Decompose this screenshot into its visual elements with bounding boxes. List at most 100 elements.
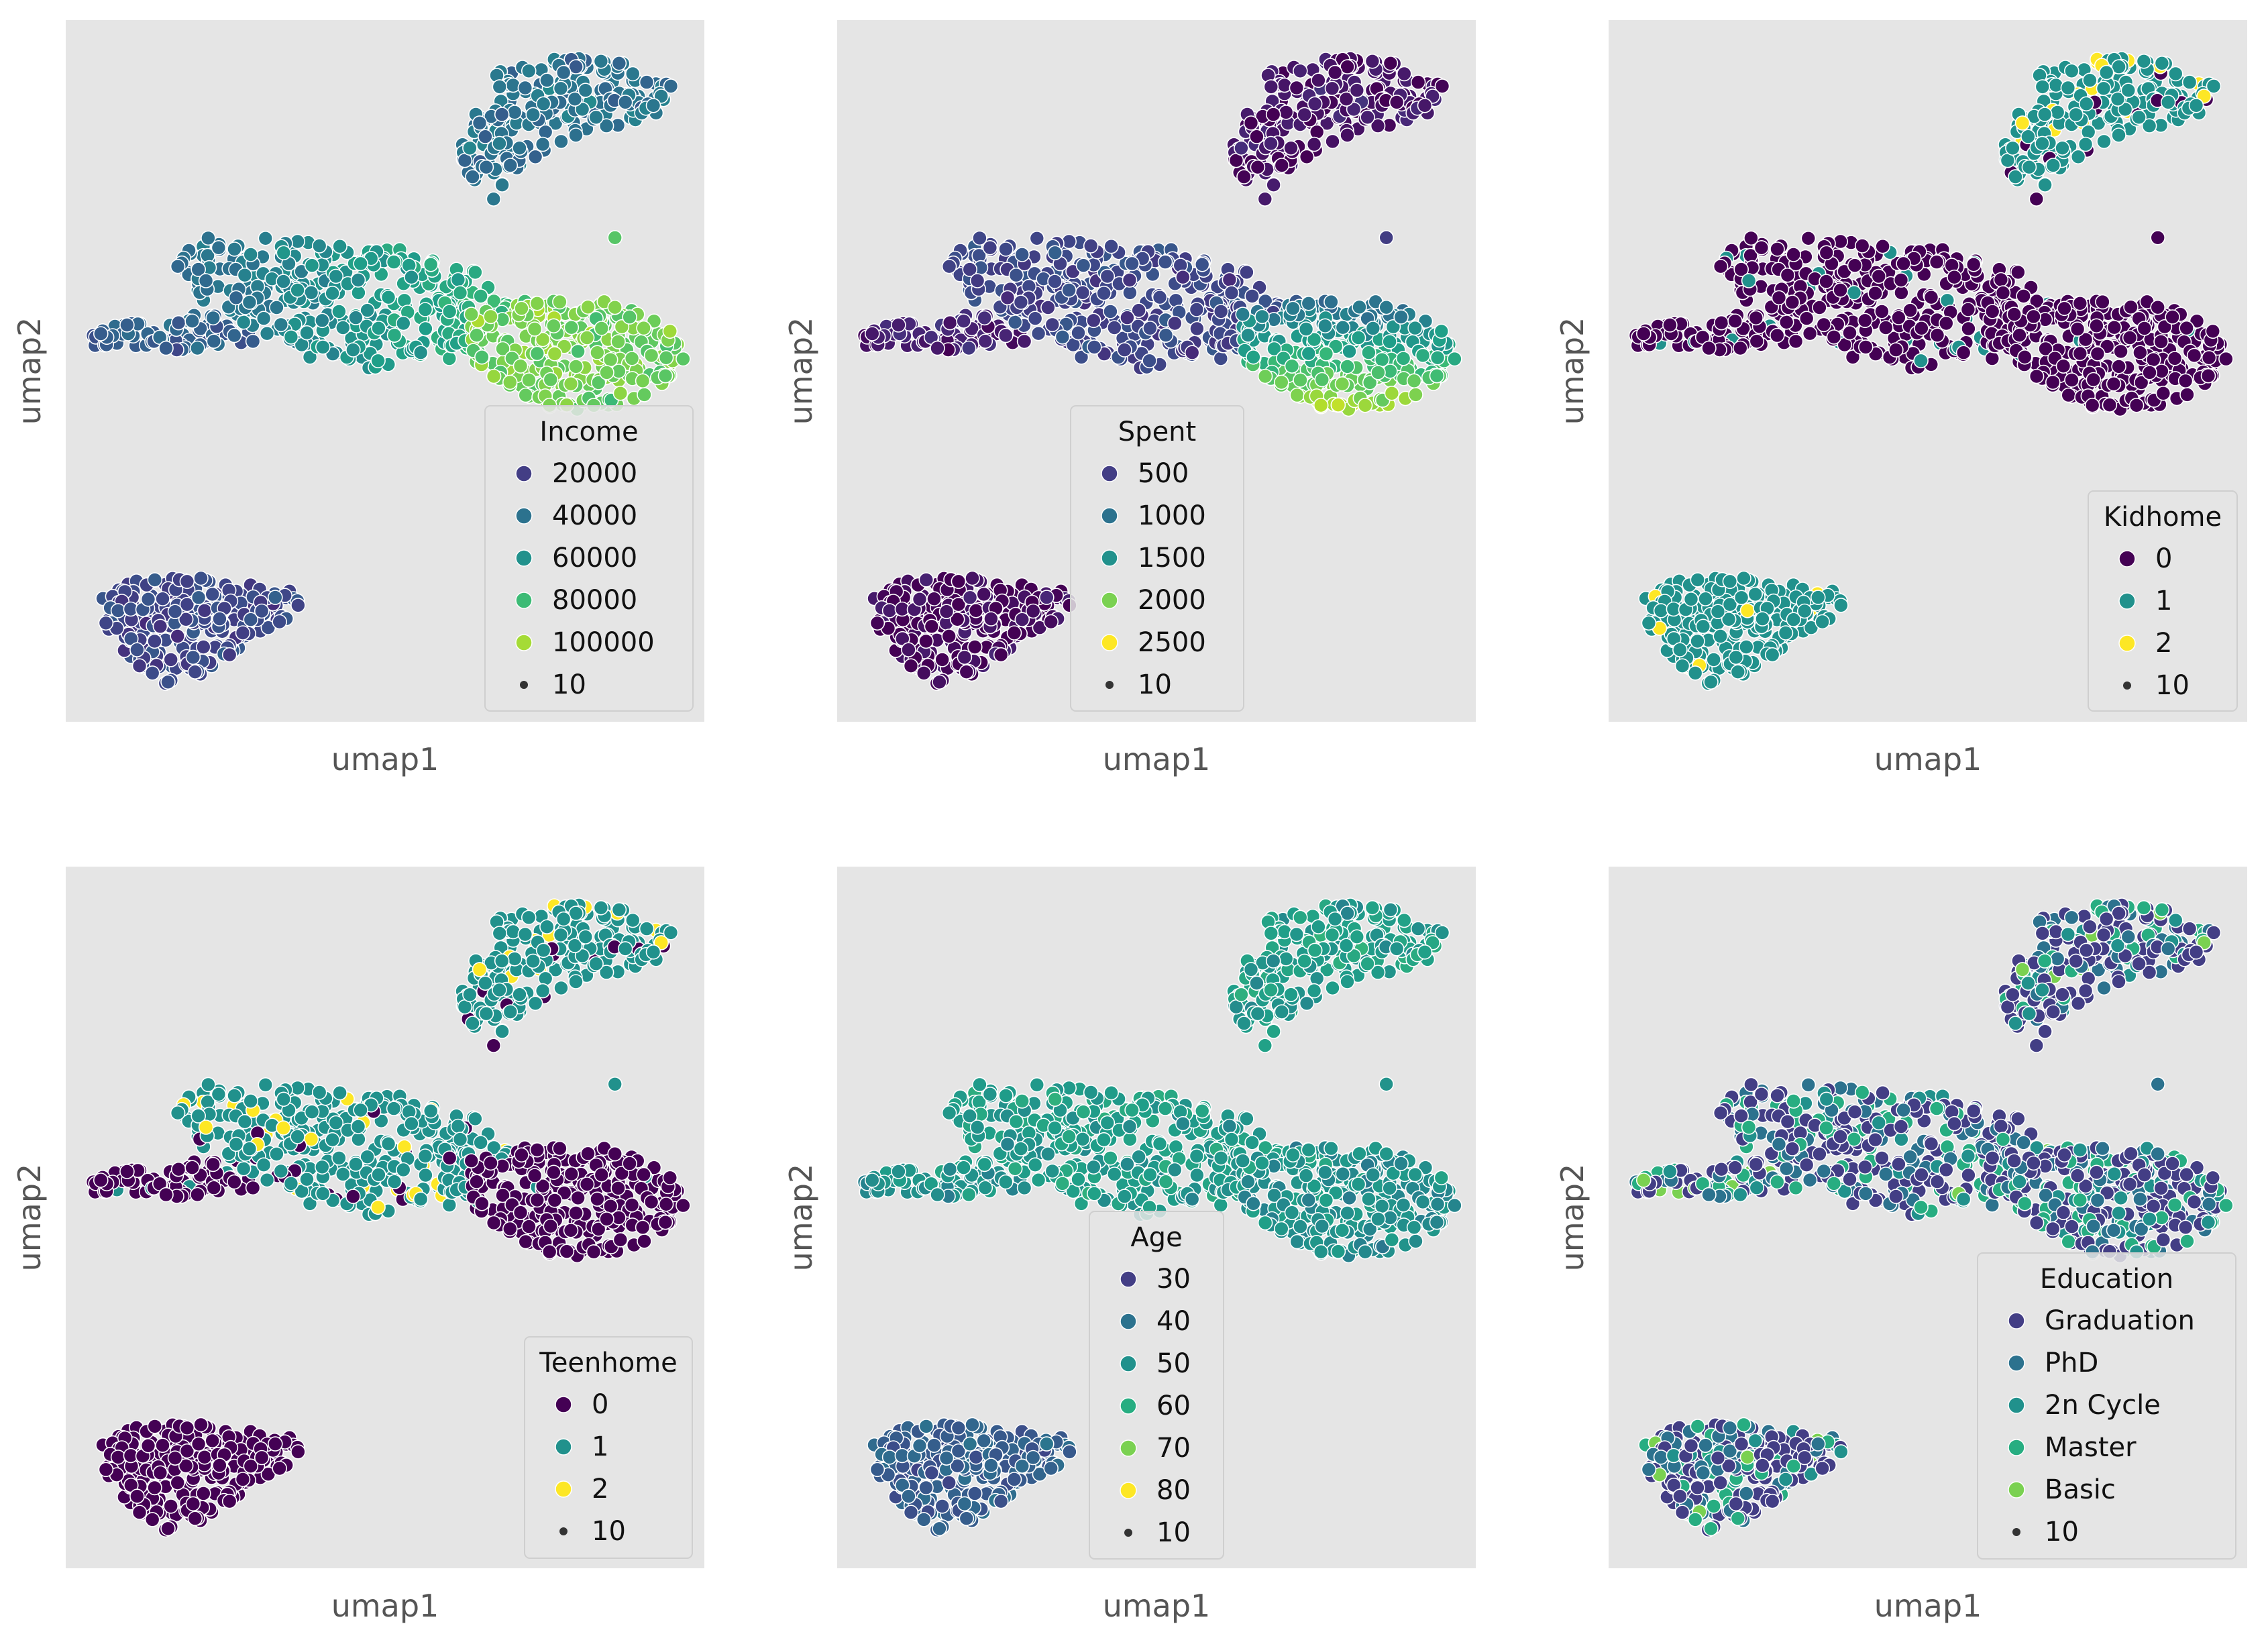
data-point: [588, 109, 604, 125]
data-point: [474, 349, 490, 365]
data-point: [380, 1136, 396, 1152]
data-point: [395, 315, 411, 331]
data-point: [611, 902, 627, 918]
data-point: [423, 1103, 439, 1119]
data-point: [637, 1234, 652, 1249]
y-axis-label: umap2: [11, 1164, 48, 1272]
data-point: [1868, 285, 1883, 301]
data-point: [951, 574, 967, 590]
data-point: [1764, 647, 1780, 663]
data-point: [494, 1024, 510, 1039]
data-point: [1120, 310, 1135, 325]
data-point: [2096, 133, 2112, 150]
data-point: [1313, 397, 1329, 413]
data-point: [160, 1521, 176, 1537]
data-point: [167, 1450, 183, 1466]
data-point: [539, 919, 555, 934]
data-point: [1636, 326, 1652, 341]
legend-marker: [2123, 682, 2131, 690]
data-point: [1349, 83, 1365, 98]
data-point: [472, 962, 488, 977]
data-point: [1984, 304, 2000, 319]
data-point: [1755, 611, 1770, 627]
data-point: [345, 1189, 361, 1204]
data-point: [568, 1205, 584, 1221]
data-point: [1379, 229, 1394, 246]
data-point: [486, 368, 502, 384]
data-point: [1955, 345, 1972, 361]
x-axis-label: umap1: [1874, 741, 1982, 777]
data-point: [1297, 107, 1312, 123]
data-point: [269, 300, 284, 315]
data-point: [2060, 80, 2076, 96]
data-point: [472, 115, 488, 131]
data-point: [1701, 340, 1717, 356]
data-point: [417, 1148, 433, 1164]
data-point: [494, 953, 510, 969]
data-point: [1301, 295, 1317, 311]
data-point: [1086, 313, 1101, 329]
data-point: [331, 304, 347, 319]
data-point: [527, 321, 543, 337]
data-point: [1307, 96, 1323, 112]
data-point: [170, 315, 186, 331]
data-point: [276, 245, 292, 261]
data-point: [243, 1093, 259, 1109]
data-point: [1265, 953, 1281, 969]
data-point: [198, 273, 214, 288]
legend-marker: [555, 1438, 572, 1456]
data-point: [1350, 330, 1366, 345]
data-point: [1847, 258, 1863, 274]
data-point: [662, 1170, 678, 1186]
legend-marker: [1105, 681, 1114, 689]
data-point: [290, 282, 305, 298]
data-point: [351, 285, 366, 301]
data-point: [639, 921, 655, 936]
data-point: [924, 618, 940, 635]
data-point: [1007, 1161, 1023, 1177]
legend-marker: [2118, 635, 2136, 652]
legend-label: 2: [592, 1474, 608, 1505]
data-point: [1327, 64, 1343, 80]
data-point: [1342, 343, 1357, 360]
data-point: [529, 1192, 545, 1208]
data-point: [2005, 140, 2020, 156]
x-axis-label: umap1: [1103, 741, 1211, 777]
data-point: [193, 1417, 209, 1433]
data-point: [273, 1163, 289, 1179]
data-point: [525, 953, 541, 969]
data-point: [348, 1156, 364, 1172]
data-point: [462, 987, 478, 1003]
legend-label: 60000: [552, 543, 637, 574]
data-point: [612, 1232, 629, 1248]
legend-marker: [515, 592, 533, 609]
data-point: [1266, 1024, 1281, 1039]
data-point: [258, 230, 274, 246]
data-point: [1293, 910, 1308, 926]
data-point: [311, 1085, 327, 1100]
data-point: [676, 1197, 691, 1213]
data-point: [413, 345, 429, 361]
data-point: [211, 239, 227, 256]
data-point: [2064, 372, 2080, 388]
data-point: [1819, 245, 1835, 261]
data-point: [1727, 313, 1743, 329]
data-point: [2045, 374, 2061, 390]
data-point: [593, 54, 609, 69]
data-point: [1014, 247, 1030, 262]
data-point: [553, 80, 569, 97]
data-point: [212, 611, 227, 627]
data-point: [1224, 285, 1240, 301]
data-point: [492, 79, 508, 95]
legend-marker: [1101, 634, 1118, 651]
legend-marker: [2118, 550, 2136, 567]
data-point: [1103, 238, 1119, 254]
data-point: [590, 1191, 605, 1207]
data-point: [185, 649, 201, 665]
data-point: [552, 294, 568, 310]
data-point: [1234, 987, 1249, 1003]
data-point: [473, 288, 488, 304]
data-point: [1299, 149, 1315, 165]
data-point: [563, 1166, 580, 1182]
data-point: [495, 341, 510, 357]
